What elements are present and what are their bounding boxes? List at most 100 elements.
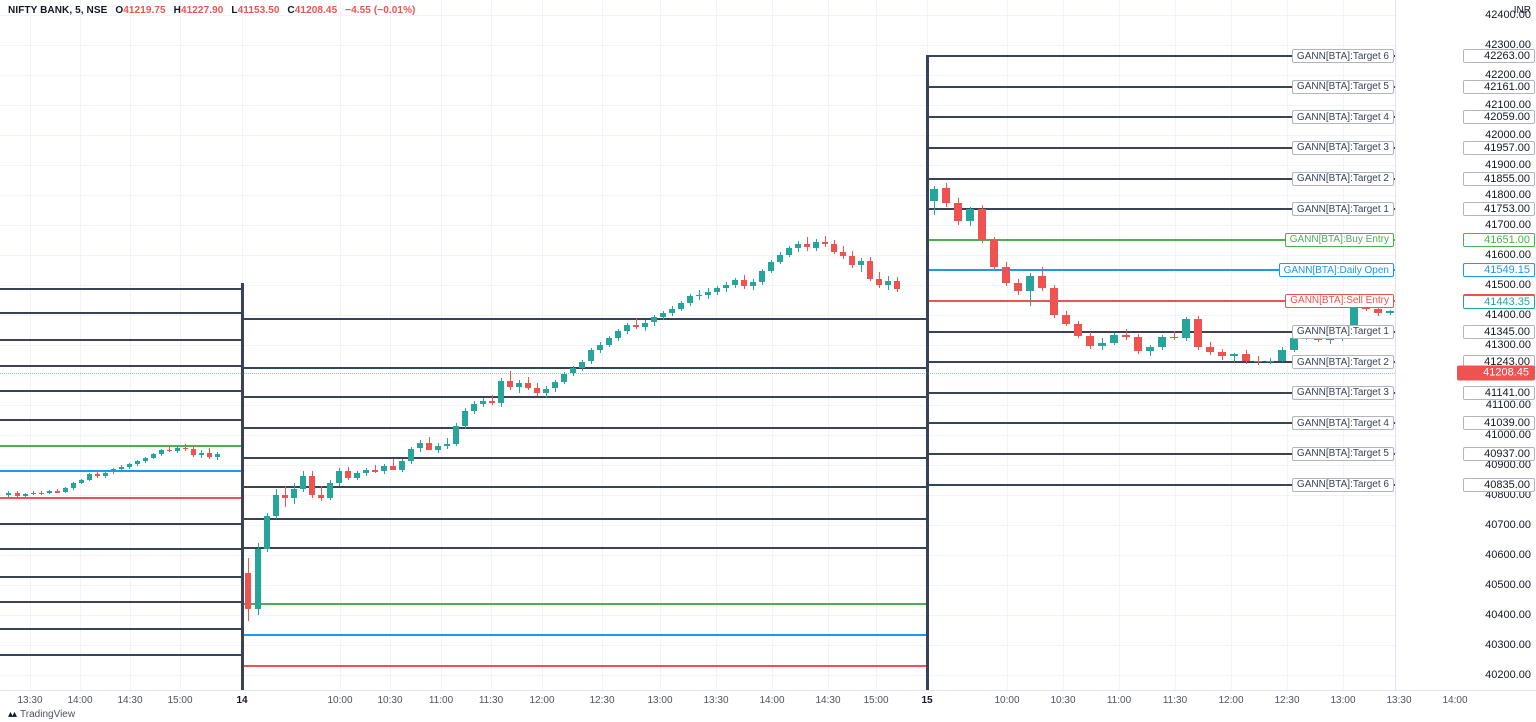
gridline-horizontal xyxy=(0,675,1395,676)
candle-body xyxy=(94,474,100,477)
chart-plot-area[interactable]: GANN[BTA]:Target 6 GANN[BTA]:Target 5 GANN… xyxy=(0,0,1395,690)
gann-level-line xyxy=(926,85,1395,88)
candle-body xyxy=(417,443,423,449)
price-axis-level-value[interactable]: 41651.00 xyxy=(1463,232,1535,247)
time-axis-tick: 12:00 xyxy=(529,695,555,706)
gann-level-line xyxy=(0,628,241,630)
symbol-label[interactable]: NIFTY BANK, 5, NSE xyxy=(8,5,108,16)
candle-wick xyxy=(510,370,511,390)
gridline-vertical xyxy=(390,0,391,690)
low-label: L xyxy=(231,5,238,16)
candle-body xyxy=(507,381,513,387)
price-axis-level-value[interactable]: 41549.15 xyxy=(1463,263,1535,278)
candle-body xyxy=(534,387,540,393)
candle-body xyxy=(1026,276,1034,291)
price-axis-level-value[interactable]: 42059.00 xyxy=(1463,110,1535,125)
price-axis-level-value[interactable]: 41141.00 xyxy=(1463,385,1535,400)
gridline-vertical xyxy=(716,0,717,690)
time-axis-tick: 10:00 xyxy=(994,695,1020,706)
candle-body xyxy=(190,449,196,456)
gann-level-line xyxy=(926,177,1395,180)
gridline-horizontal xyxy=(0,525,1395,526)
price-axis-tick: 40900.00 xyxy=(1485,459,1531,471)
gann-level-line xyxy=(926,116,1395,119)
gridline-vertical xyxy=(340,0,341,690)
gann-level-label[interactable]: GANN[BTA]:Target 1 xyxy=(1291,324,1394,339)
price-axis-level-value[interactable]: 41957.00 xyxy=(1463,140,1535,155)
gann-level-label[interactable]: GANN[BTA]:Target 4 xyxy=(1291,416,1394,431)
candle-body xyxy=(750,282,756,287)
gridline-vertical xyxy=(1175,0,1176,690)
time-axis-tick: 15:00 xyxy=(167,695,193,706)
time-axis-tick: 15 xyxy=(921,695,933,706)
gann-level-line xyxy=(926,391,1395,394)
candle-body xyxy=(354,473,360,478)
gridline-horizontal xyxy=(0,315,1395,316)
time-axis-tick: 11:30 xyxy=(478,695,504,706)
candle-body xyxy=(813,241,819,248)
candle-body xyxy=(954,203,962,222)
price-axis[interactable]: INR 42400.00 42300.00 42200.00 42100.00 4200… xyxy=(1395,0,1536,690)
tradingview-brand[interactable]: ▴▴ TradingView xyxy=(8,709,75,720)
gann-level-line xyxy=(241,518,926,520)
gann-level-label[interactable]: GANN[BTA]:Target 1 xyxy=(1291,202,1394,217)
price-axis-level-value[interactable]: 41855.00 xyxy=(1463,171,1535,186)
price-axis-level-value[interactable]: 40835.00 xyxy=(1463,477,1535,492)
candle-body xyxy=(642,322,648,327)
price-axis-level-value[interactable]: 41345.00 xyxy=(1463,324,1535,339)
price-axis-tick: 40400.00 xyxy=(1485,609,1531,621)
candle-body xyxy=(831,244,837,252)
price-axis-level-value[interactable]: 41753.00 xyxy=(1463,202,1535,217)
gann-level-line xyxy=(0,339,241,341)
gridline-horizontal xyxy=(0,105,1395,106)
gann-level-label[interactable]: GANN[BTA]:Target 3 xyxy=(1291,385,1394,400)
gridline-horizontal xyxy=(0,75,1395,76)
open-label: O xyxy=(115,5,124,16)
candle-body xyxy=(399,461,405,470)
candle-body xyxy=(543,388,549,393)
gann-level-label[interactable]: GANN[BTA]:Target 2 xyxy=(1291,355,1394,370)
candle-body xyxy=(678,303,684,309)
candle-body xyxy=(777,255,783,262)
gann-level-line xyxy=(926,330,1395,333)
price-axis-level-value[interactable]: 42263.00 xyxy=(1463,49,1535,64)
candle-body xyxy=(54,491,60,493)
candle-wick xyxy=(185,444,186,451)
time-axis[interactable]: 13:30 14:00 14:30 15:00 14 10:00 10:30 11:00 11:… xyxy=(0,690,1536,711)
candle-body xyxy=(696,294,702,297)
gann-level-label[interactable]: GANN[BTA]:Buy Entry xyxy=(1284,232,1394,247)
gann-level-label[interactable]: GANN[BTA]:Target 5 xyxy=(1291,446,1394,461)
candle-body xyxy=(489,400,495,403)
price-axis-level-value[interactable]: 42161.00 xyxy=(1463,79,1535,94)
price-axis-level-value[interactable]: 41039.00 xyxy=(1463,416,1535,431)
candle-body xyxy=(134,461,140,465)
gridline-vertical xyxy=(1007,0,1008,690)
last-price-line xyxy=(0,372,1395,375)
candle-body xyxy=(588,350,594,362)
candle-body xyxy=(309,475,315,495)
price-axis-tick: 42000.00 xyxy=(1485,129,1531,141)
candle-body xyxy=(62,488,68,492)
candle-body xyxy=(102,472,108,477)
gann-level-label[interactable]: GANN[BTA]:Daily Open xyxy=(1278,263,1394,278)
gann-level-label[interactable]: GANN[BTA]:Target 5 xyxy=(1291,79,1394,94)
gann-level-label[interactable]: GANN[BTA]:Target 6 xyxy=(1291,477,1394,492)
gann-level-label[interactable]: GANN[BTA]:Target 3 xyxy=(1291,140,1394,155)
gann-level-line xyxy=(926,269,1395,272)
gann-level-line xyxy=(926,299,1395,302)
gann-level-label[interactable]: GANN[BTA]:Sell Entry xyxy=(1285,293,1394,308)
candle-body xyxy=(552,381,558,389)
gann-level-line xyxy=(926,208,1395,211)
gann-level-label[interactable]: GANN[BTA]:Target 6 xyxy=(1291,49,1394,64)
gridline-horizontal xyxy=(0,255,1395,256)
price-axis-level-value[interactable]: 40937.00 xyxy=(1463,446,1535,461)
candle-body xyxy=(768,261,774,271)
candle-body xyxy=(118,467,124,470)
gann-level-label[interactable]: GANN[BTA]:Target 4 xyxy=(1291,110,1394,125)
candle-body xyxy=(480,400,486,404)
candle-body xyxy=(606,338,612,345)
gann-level-label[interactable]: GANN[BTA]:Target 2 xyxy=(1291,171,1394,186)
candle-body xyxy=(1326,338,1334,340)
gann-level-line xyxy=(241,486,926,488)
time-axis-tick: 10:00 xyxy=(327,695,353,706)
